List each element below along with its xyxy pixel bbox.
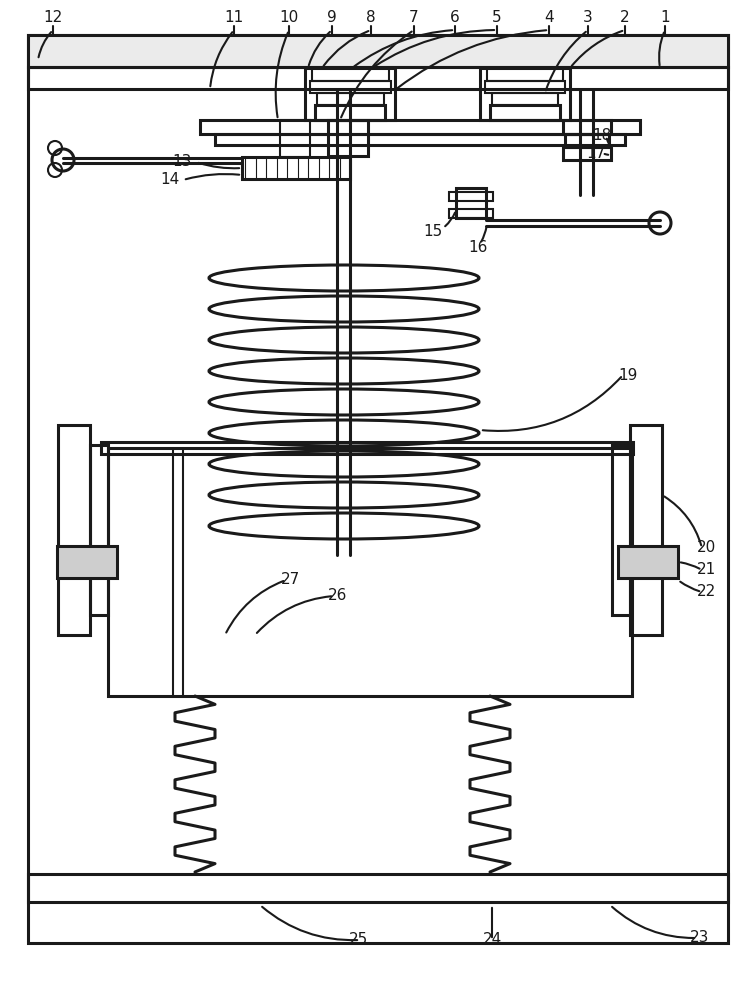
Text: 26: 26 [328, 588, 348, 603]
Text: 14: 14 [160, 172, 180, 188]
Bar [563, 120, 611, 134]
Bar [492, 93, 558, 105]
Bar [485, 81, 565, 93]
Bar [328, 120, 368, 156]
Bar [630, 425, 662, 635]
Bar [565, 134, 609, 147]
Bar [315, 105, 385, 120]
Bar [108, 448, 632, 696]
Bar [280, 120, 310, 157]
Text: 6: 6 [450, 10, 460, 25]
Bar [310, 81, 391, 93]
Text: 16: 16 [468, 240, 488, 255]
Text: 20: 20 [696, 540, 716, 556]
Text: 23: 23 [690, 930, 710, 946]
Bar [28, 67, 728, 89]
Text: 2: 2 [620, 10, 630, 25]
Text: 27: 27 [280, 572, 300, 587]
Text: 8: 8 [366, 10, 376, 25]
Bar [58, 425, 90, 635]
Bar [490, 105, 560, 120]
Bar [305, 68, 395, 120]
Bar [28, 874, 728, 902]
Bar [90, 445, 108, 615]
Text: 4: 4 [544, 10, 554, 25]
Text: 19: 19 [618, 367, 638, 382]
Text: 12: 12 [43, 10, 63, 25]
Text: 1: 1 [660, 10, 670, 25]
Text: 22: 22 [696, 584, 716, 599]
Bar [618, 546, 678, 578]
Bar [612, 445, 630, 615]
Text: 11: 11 [224, 10, 244, 25]
Bar [449, 209, 493, 218]
Text: 5: 5 [492, 10, 502, 25]
Bar [215, 134, 625, 145]
Bar [449, 192, 493, 201]
Bar [57, 546, 117, 578]
Text: 15: 15 [424, 225, 442, 239]
Text: 3: 3 [583, 10, 593, 25]
Text: 9: 9 [327, 10, 337, 25]
Bar [200, 120, 640, 134]
Bar [487, 68, 563, 81]
Text: 13: 13 [172, 154, 192, 169]
Bar [242, 157, 350, 179]
Text: 21: 21 [696, 562, 716, 578]
Bar [317, 93, 384, 105]
Bar [563, 147, 611, 160]
Bar [312, 68, 389, 81]
Text: 10: 10 [279, 10, 299, 25]
Text: 7: 7 [409, 10, 419, 25]
Text: 25: 25 [348, 932, 368, 948]
Bar [101, 442, 633, 454]
Text: 24: 24 [482, 932, 501, 948]
Bar [28, 35, 728, 67]
Bar [456, 188, 486, 218]
Text: 17: 17 [587, 145, 606, 160]
Bar [480, 68, 570, 120]
Text: 18: 18 [593, 128, 612, 143]
